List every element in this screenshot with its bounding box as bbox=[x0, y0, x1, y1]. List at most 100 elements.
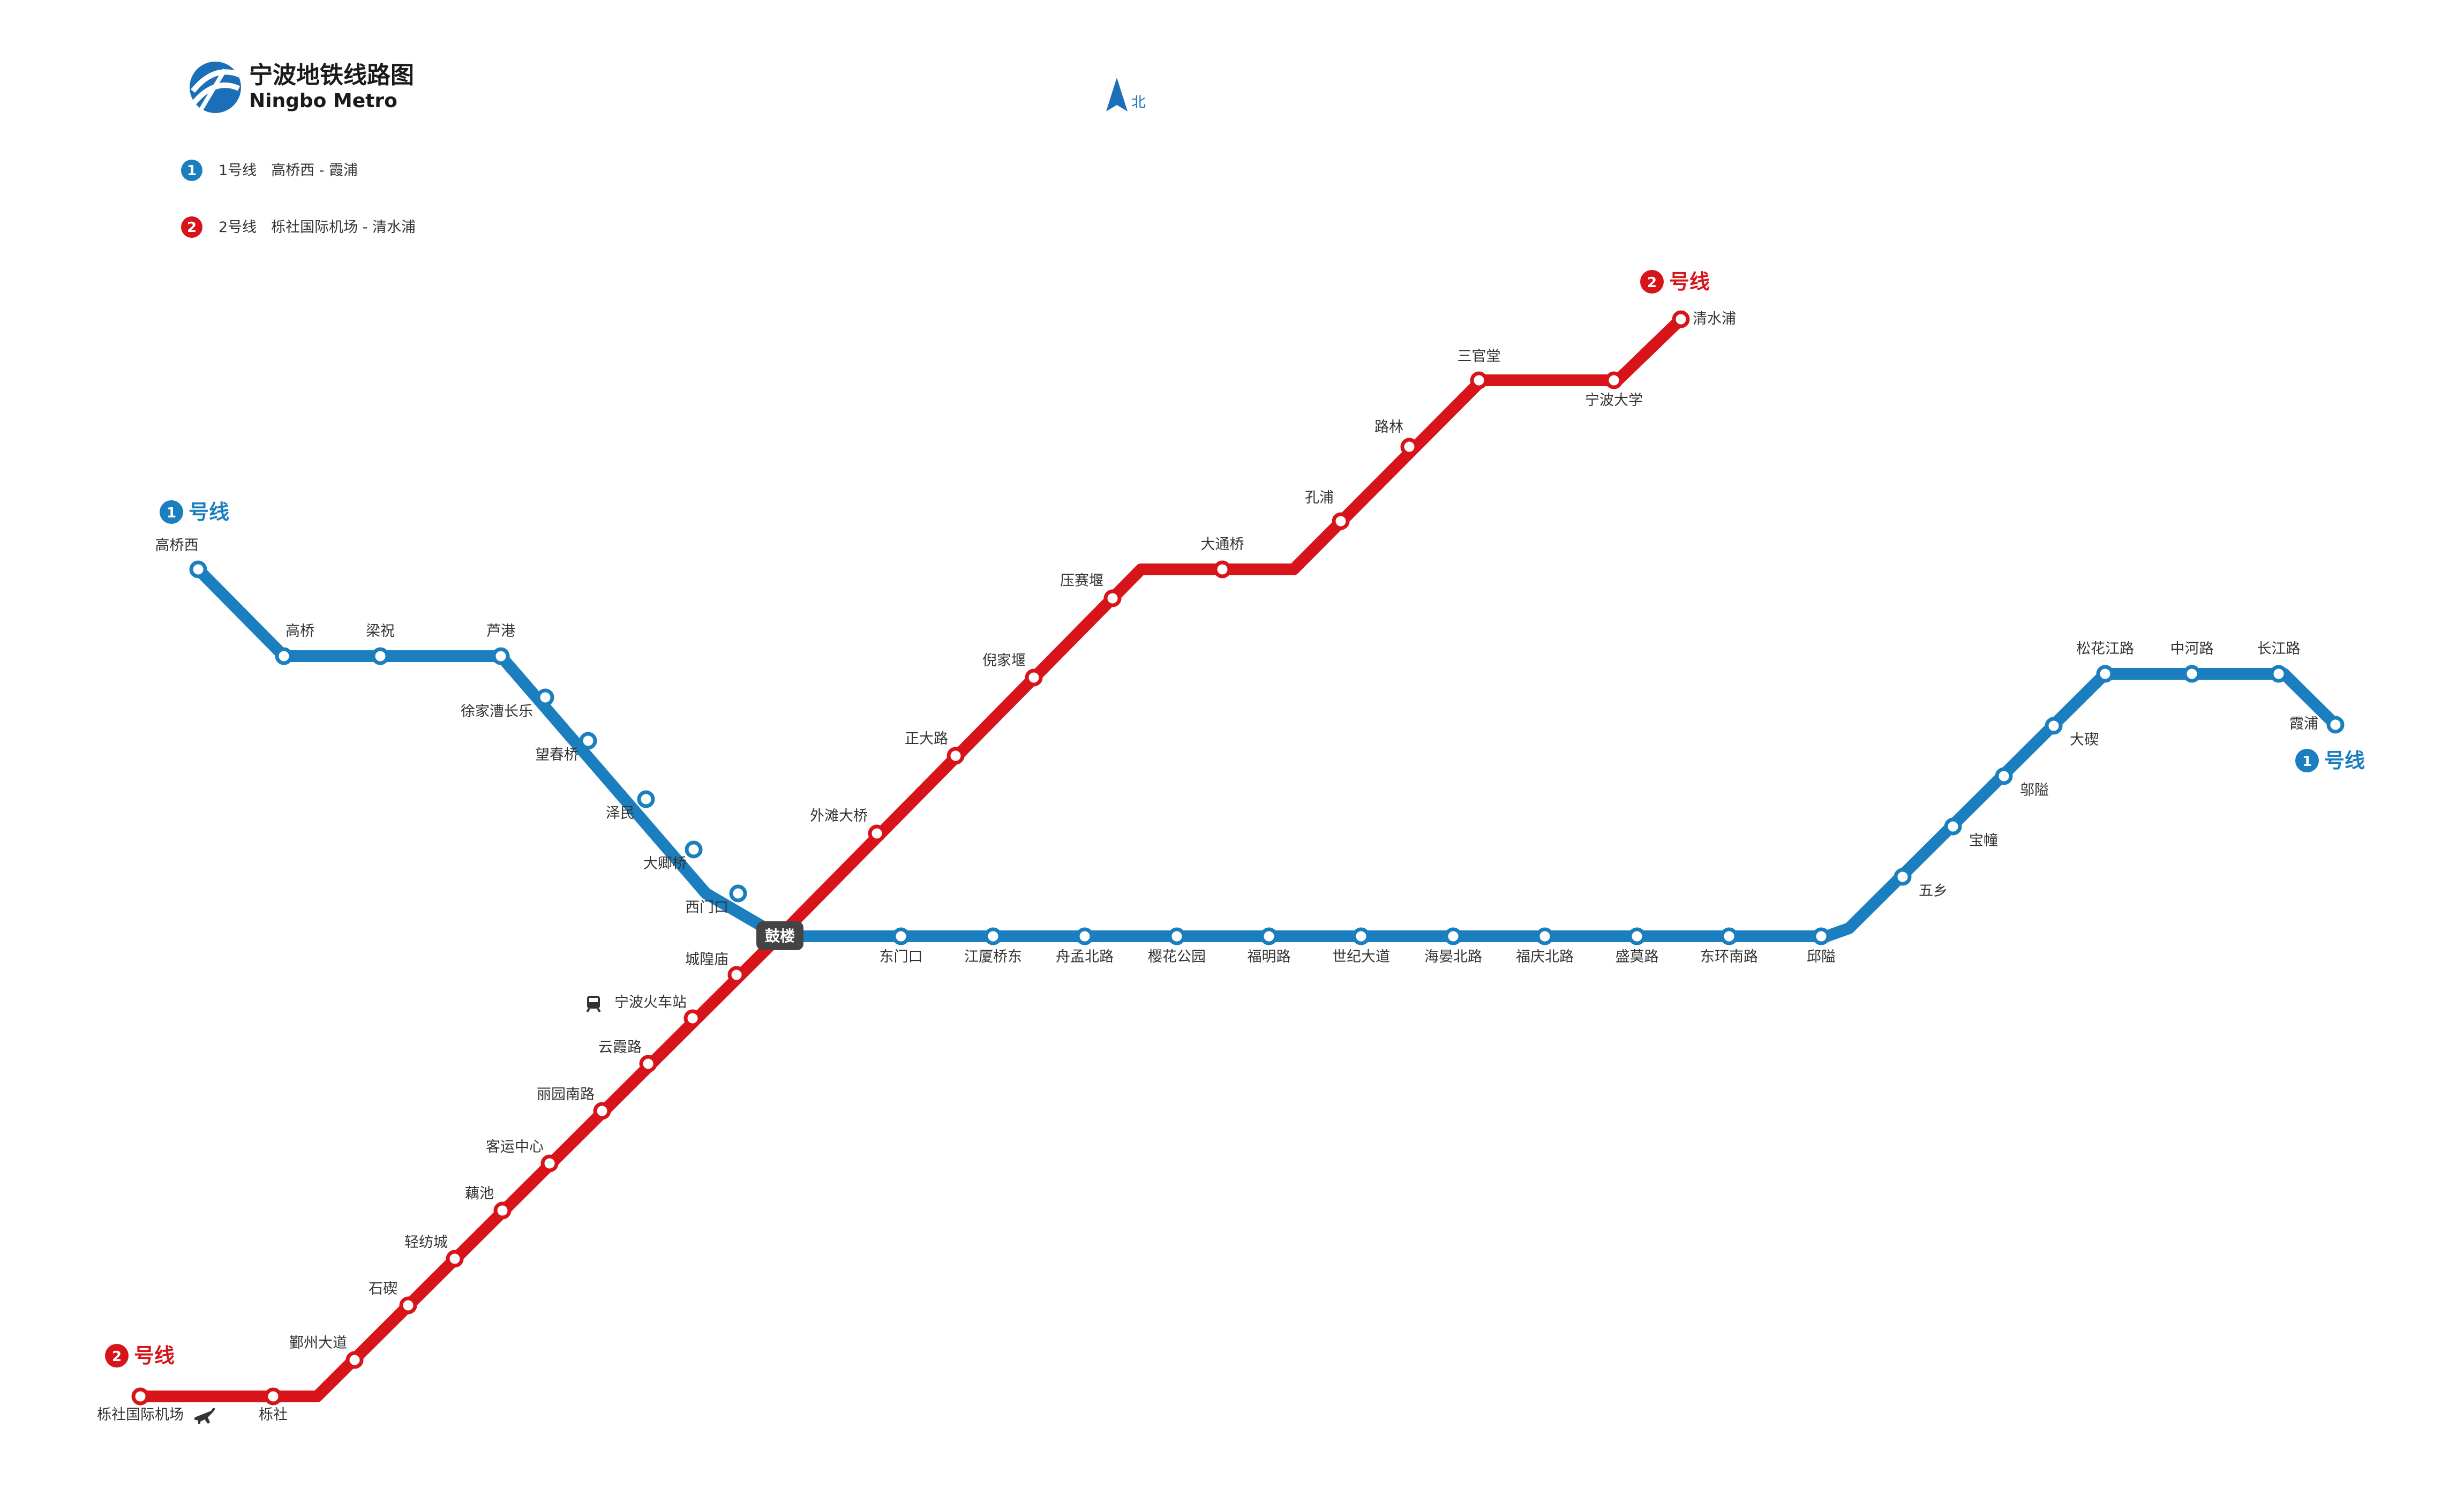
line1-station[interactable]: 邱隘 bbox=[1807, 927, 1836, 965]
line2-station-marker[interactable] bbox=[399, 1296, 417, 1314]
line1-station-marker[interactable] bbox=[536, 688, 554, 707]
line2-station-marker[interactable] bbox=[683, 1009, 702, 1027]
line2-station[interactable]: 轻纺城 bbox=[404, 1234, 464, 1268]
line2-station-marker[interactable] bbox=[493, 1201, 512, 1220]
line1-station-marker[interactable] bbox=[2096, 665, 2114, 683]
line1-station-marker[interactable] bbox=[371, 647, 389, 665]
line2-station-marker[interactable] bbox=[1605, 371, 1623, 389]
line1-station-marker[interactable] bbox=[1894, 868, 1912, 886]
line2-station-marker[interactable] bbox=[1213, 560, 1231, 578]
line2-station[interactable]: 孔浦 bbox=[1305, 490, 1350, 530]
interchange-gulou[interactable]: 鼓楼 bbox=[756, 921, 803, 950]
line1-station-marker[interactable] bbox=[1720, 927, 1738, 945]
line1-station-marker[interactable] bbox=[275, 647, 293, 665]
line1-station[interactable]: 樱花公园 bbox=[1148, 927, 1206, 965]
line2-station[interactable]: 客运中心 bbox=[486, 1139, 559, 1173]
line2-station[interactable]: 压赛堰 bbox=[1060, 573, 1122, 607]
line1-station[interactable]: 福庆北路 bbox=[1516, 927, 1574, 965]
line1-station[interactable]: 梁祝 bbox=[366, 623, 395, 665]
line1-station[interactable]: 长江路 bbox=[2257, 641, 2301, 683]
line2-station-marker[interactable] bbox=[1470, 371, 1488, 389]
line1-station-marker[interactable] bbox=[189, 560, 207, 578]
line1-station-marker[interactable] bbox=[637, 790, 655, 808]
line1-station-marker[interactable] bbox=[685, 840, 703, 859]
line1-station-marker[interactable] bbox=[1628, 927, 1646, 945]
line2-station-marker[interactable] bbox=[446, 1250, 464, 1268]
line1-station[interactable]: 海晏北路 bbox=[1424, 927, 1482, 965]
line2-station-marker[interactable] bbox=[264, 1387, 282, 1406]
line2-station[interactable]: 宁波火车站 bbox=[614, 994, 702, 1027]
line1-station[interactable]: 世纪大道 bbox=[1332, 927, 1390, 965]
line1-station[interactable]: 大碶 bbox=[2045, 717, 2099, 748]
line2-station[interactable]: 藕池 bbox=[465, 1185, 512, 1220]
line2-station-marker[interactable] bbox=[131, 1387, 149, 1406]
line1-station-marker[interactable] bbox=[1536, 927, 1554, 945]
line2-station[interactable]: 鄞州大道 bbox=[289, 1335, 364, 1369]
line2-station[interactable]: 宁波大学 bbox=[1585, 371, 1643, 409]
line1-station[interactable]: 高桥西 bbox=[155, 537, 207, 578]
line2-station[interactable]: 外滩大桥 bbox=[810, 808, 886, 843]
line1-station-marker[interactable] bbox=[2326, 716, 2345, 734]
line1-station-marker[interactable] bbox=[579, 732, 597, 750]
line1-station[interactable]: 东环南路 bbox=[1700, 927, 1758, 965]
line2-station-marker[interactable] bbox=[1400, 438, 1418, 456]
legend-line1-text: 1号线 高桥西 - 霞浦 bbox=[219, 162, 358, 179]
line1-station[interactable]: 霞浦 bbox=[2289, 716, 2345, 734]
line1-station[interactable]: 东门口 bbox=[880, 927, 923, 965]
line2-station-marker[interactable] bbox=[1025, 668, 1043, 687]
line1-station-marker[interactable] bbox=[1444, 927, 1462, 945]
line2-station[interactable]: 栎社国际机场 bbox=[97, 1387, 184, 1423]
line2-station[interactable]: 大通桥 bbox=[1201, 536, 1244, 578]
line1-station-marker[interactable] bbox=[2270, 665, 2288, 683]
line1-station[interactable]: 邬隘 bbox=[1995, 767, 2049, 799]
line1-station-marker[interactable] bbox=[1944, 817, 1962, 836]
line2-station-marker[interactable] bbox=[946, 747, 965, 765]
line1-station-marker[interactable] bbox=[2183, 665, 2201, 683]
line1-station-marker[interactable] bbox=[1812, 927, 1830, 945]
line1-station[interactable]: 高桥 bbox=[275, 623, 314, 665]
line2-station[interactable]: 石碶 bbox=[369, 1281, 417, 1314]
line1-station[interactable]: 泽民 bbox=[606, 790, 655, 822]
line2-station-marker[interactable] bbox=[1103, 589, 1122, 607]
line1-station-marker[interactable] bbox=[2045, 717, 2063, 735]
line2-station[interactable]: 栎社 bbox=[259, 1387, 288, 1423]
line2-station[interactable]: 倪家堰 bbox=[982, 652, 1043, 687]
line2-station-marker[interactable] bbox=[540, 1154, 559, 1173]
line1-station[interactable]: 松花江路 bbox=[2076, 641, 2134, 683]
line1-station[interactable]: 芦港 bbox=[486, 623, 515, 665]
line2-station-marker[interactable] bbox=[639, 1055, 657, 1073]
line1-station-marker[interactable] bbox=[1995, 767, 2013, 785]
line2-station-marker[interactable] bbox=[1332, 512, 1350, 530]
line1-station-marker[interactable] bbox=[729, 884, 747, 903]
line1-station[interactable]: 徐家漕长乐 bbox=[461, 688, 554, 720]
line1-station-marker[interactable] bbox=[1168, 927, 1186, 945]
line2-station[interactable]: 正大路 bbox=[905, 731, 965, 765]
line1-station[interactable]: 大卿桥 bbox=[643, 840, 703, 872]
line1-station-marker[interactable] bbox=[892, 927, 910, 945]
line1-station[interactable]: 五乡 bbox=[1894, 868, 1948, 899]
line1-station-marker[interactable] bbox=[492, 647, 510, 665]
line1-station[interactable]: 盛莫路 bbox=[1616, 927, 1659, 965]
line2-station[interactable]: 云霞路 bbox=[598, 1039, 657, 1073]
line1-station[interactable]: 福明路 bbox=[1248, 927, 1291, 965]
line1-station-marker[interactable] bbox=[1076, 927, 1094, 945]
line1-station-marker[interactable] bbox=[1260, 927, 1278, 945]
line1-station[interactable]: 中河路 bbox=[2170, 641, 2214, 683]
line1-station[interactable]: 宝幢 bbox=[1944, 817, 1998, 849]
line1-station[interactable]: 江厦桥东 bbox=[964, 927, 1022, 965]
line2-station-marker[interactable] bbox=[727, 966, 746, 984]
line1-station[interactable]: 望春桥 bbox=[535, 732, 597, 763]
line2-station[interactable]: 丽园南路 bbox=[537, 1086, 611, 1120]
line2-station[interactable]: 路林 bbox=[1374, 419, 1418, 456]
line1-station[interactable]: 西门口 bbox=[685, 884, 747, 916]
line2-station-marker[interactable] bbox=[868, 824, 886, 843]
line2-station-marker[interactable] bbox=[345, 1351, 364, 1369]
line2-station[interactable]: 清水浦 bbox=[1672, 310, 1736, 328]
line2-station[interactable]: 三官堂 bbox=[1458, 348, 1501, 389]
line2-station-marker[interactable] bbox=[1672, 310, 1690, 328]
line2-station[interactable]: 城隍庙 bbox=[685, 951, 746, 984]
line1-station-marker[interactable] bbox=[984, 927, 1002, 945]
line2-station-marker[interactable] bbox=[593, 1102, 611, 1120]
line1-station-marker[interactable] bbox=[1352, 927, 1370, 945]
line1-station[interactable]: 舟孟北路 bbox=[1056, 927, 1114, 965]
